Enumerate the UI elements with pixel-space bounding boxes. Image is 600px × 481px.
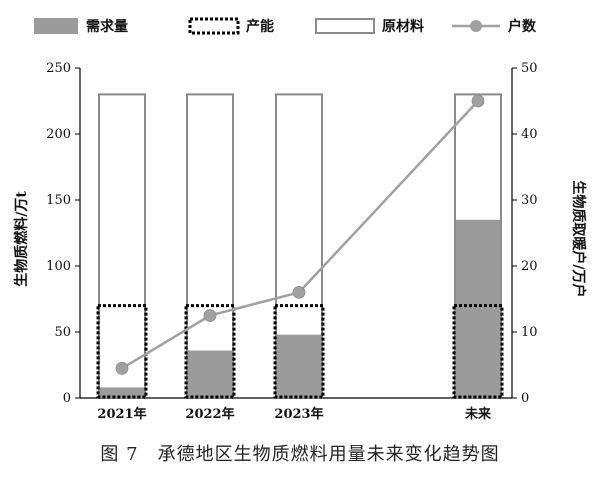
- households-marker: [471, 94, 485, 108]
- households-line: [115, 94, 485, 375]
- raw-material-bar: [98, 93, 146, 400]
- y-tick-label: 150: [46, 193, 71, 208]
- capacity-bar: [96, 304, 148, 399]
- x-tick-label: 2023年: [274, 406, 323, 422]
- x-tick-label: 未来: [464, 406, 492, 422]
- legend-label-households: 户数: [508, 18, 537, 35]
- legend-label-demand: 需求量: [86, 18, 128, 35]
- demand-bar: [456, 219, 500, 398]
- households-marker: [203, 309, 217, 322]
- legend-swatch-capacity: [188, 17, 240, 35]
- households-marker: [115, 361, 129, 375]
- legend-swatch-demand: [34, 18, 78, 34]
- y-tick-label: 200: [46, 127, 71, 142]
- y2-tick-label: 40: [521, 127, 538, 142]
- demand-bar: [277, 334, 321, 398]
- demand-bar: [188, 350, 232, 398]
- y-tick-label: 50: [54, 325, 71, 340]
- bars: [96, 93, 504, 400]
- legend-swatch-households-marker: [470, 20, 482, 32]
- households-marker: [292, 285, 306, 299]
- y-tick-label: 0: [63, 391, 71, 406]
- y2-tick-label: 20: [521, 259, 538, 274]
- households-line-path: [121, 100, 479, 370]
- chart: 需求量 产能 原材料 户数 0 50 100 150 200 250 0 10 20 30 40 50 生物质…: [13, 17, 587, 422]
- y2-tick-label: 0: [521, 391, 529, 406]
- y2-tick-label: 10: [521, 325, 538, 340]
- legend-label-capacity: 产能: [246, 18, 274, 35]
- y2-axis-title: 生物质取暖户/万户: [570, 180, 587, 297]
- x-tick-label: 2022年: [185, 406, 234, 422]
- y2-tick-label: 50: [521, 61, 538, 76]
- legend-swatch-raw-material: [315, 18, 375, 34]
- x-tick-label: 2021年: [97, 406, 146, 422]
- figure-caption: 图 7 承德地区生物质燃料用量未来变化趋势图: [100, 444, 500, 465]
- y2-tick-label: 30: [521, 193, 538, 208]
- y-axis-title: 生物质燃料/万t: [13, 191, 30, 287]
- axes: 0 50 100 150 200 250 0 10 20 30 40 50 生物质燃料/万t 生物质取暖户…: [13, 61, 587, 422]
- legend: 需求量 产能 原材料 户数: [34, 17, 537, 35]
- y-tick-label: 100: [46, 259, 71, 274]
- demand-bar: [100, 387, 144, 398]
- legend-label-raw-material: 原材料: [382, 18, 424, 35]
- y-tick-label: 250: [46, 61, 71, 76]
